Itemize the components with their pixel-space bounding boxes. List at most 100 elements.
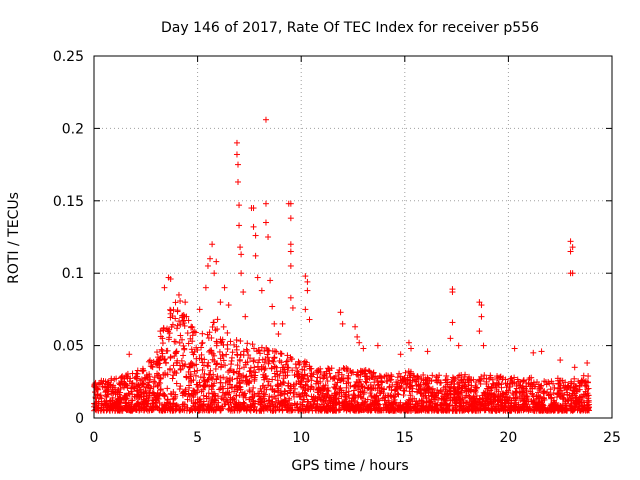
data-point bbox=[173, 406, 180, 413]
data-point bbox=[477, 407, 484, 414]
data-point bbox=[299, 371, 306, 378]
data-point bbox=[289, 402, 296, 409]
data-point bbox=[213, 338, 220, 345]
data-point bbox=[154, 349, 161, 356]
data-point bbox=[449, 319, 456, 326]
data-point bbox=[459, 407, 466, 414]
data-point bbox=[480, 342, 487, 349]
data-point bbox=[522, 405, 529, 412]
data-point bbox=[231, 407, 238, 414]
data-point bbox=[322, 382, 329, 389]
data-point bbox=[428, 393, 435, 400]
data-point bbox=[400, 392, 407, 399]
data-point bbox=[297, 400, 304, 407]
data-point bbox=[385, 372, 392, 379]
data-point bbox=[564, 383, 571, 390]
data-point bbox=[280, 390, 287, 397]
data-point bbox=[472, 383, 479, 390]
data-point bbox=[520, 401, 527, 408]
data-point bbox=[139, 365, 146, 372]
data-point bbox=[555, 406, 562, 413]
data-point bbox=[327, 406, 334, 413]
data-point bbox=[191, 362, 198, 369]
data-point bbox=[182, 361, 189, 368]
data-point bbox=[302, 405, 309, 412]
data-point bbox=[367, 369, 374, 376]
data-point bbox=[320, 382, 327, 389]
data-point bbox=[412, 376, 419, 383]
data-point bbox=[293, 401, 300, 408]
data-point bbox=[324, 407, 331, 414]
data-point bbox=[200, 362, 207, 369]
data-point bbox=[257, 398, 264, 405]
data-point bbox=[262, 356, 269, 363]
data-point bbox=[465, 381, 472, 388]
data-point bbox=[515, 404, 522, 411]
data-point bbox=[585, 385, 592, 392]
data-point bbox=[362, 366, 369, 373]
data-point bbox=[243, 346, 250, 353]
data-point bbox=[237, 384, 244, 391]
data-point bbox=[240, 372, 247, 379]
data-point bbox=[513, 382, 520, 389]
y-tick-label: 0.1 bbox=[62, 266, 84, 282]
data-point bbox=[117, 385, 124, 392]
data-point bbox=[159, 350, 166, 357]
data-point bbox=[181, 407, 188, 414]
data-point bbox=[159, 405, 166, 412]
data-point bbox=[293, 380, 300, 387]
data-point bbox=[551, 399, 558, 406]
data-point bbox=[271, 363, 278, 370]
data-point bbox=[441, 396, 448, 403]
data-point bbox=[233, 400, 240, 407]
data-point bbox=[341, 365, 348, 372]
data-point bbox=[224, 346, 231, 353]
data-point bbox=[361, 384, 368, 391]
data-point bbox=[287, 215, 294, 222]
data-point bbox=[157, 328, 164, 335]
data-point bbox=[188, 346, 195, 353]
data-point bbox=[211, 352, 218, 359]
data-point bbox=[222, 400, 229, 407]
data-point bbox=[573, 398, 580, 405]
data-point bbox=[538, 348, 545, 355]
data-point bbox=[423, 400, 430, 407]
data-point bbox=[164, 385, 171, 392]
data-point bbox=[496, 381, 503, 388]
data-point bbox=[337, 384, 344, 391]
data-point bbox=[509, 390, 516, 397]
data-point bbox=[555, 390, 562, 397]
data-point bbox=[438, 407, 445, 414]
data-point bbox=[466, 406, 473, 413]
data-point bbox=[240, 399, 247, 406]
data-point bbox=[235, 178, 242, 185]
data-point bbox=[336, 366, 343, 373]
data-point bbox=[126, 378, 133, 385]
data-point bbox=[455, 342, 462, 349]
data-point bbox=[157, 375, 164, 382]
data-point bbox=[214, 326, 221, 333]
data-point bbox=[151, 391, 158, 398]
data-point bbox=[386, 383, 393, 390]
data-point bbox=[476, 377, 483, 384]
data-point bbox=[131, 405, 138, 412]
data-point bbox=[525, 376, 532, 383]
data-point bbox=[402, 400, 409, 407]
data-point bbox=[367, 381, 374, 388]
data-point bbox=[231, 388, 238, 395]
data-point bbox=[180, 342, 187, 349]
data-point bbox=[361, 370, 368, 377]
data-point bbox=[125, 400, 132, 407]
data-point bbox=[444, 381, 451, 388]
data-point bbox=[401, 388, 408, 395]
data-point bbox=[476, 328, 483, 335]
data-point bbox=[243, 373, 250, 380]
data-point bbox=[297, 406, 304, 413]
data-point bbox=[212, 407, 219, 414]
data-point bbox=[285, 364, 292, 371]
data-point bbox=[271, 320, 278, 327]
data-point bbox=[188, 390, 195, 397]
data-point bbox=[162, 370, 169, 377]
data-point bbox=[267, 277, 274, 284]
